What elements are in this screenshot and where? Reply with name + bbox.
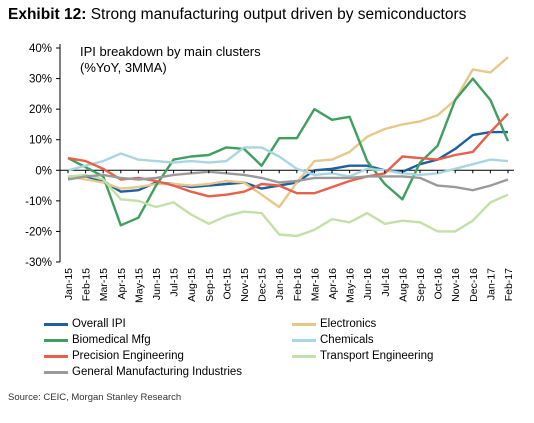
chart-title: IPI breakdown by main clusters	[80, 44, 261, 59]
x-tick-label: Nov-16	[450, 268, 462, 302]
x-tick-label: Jan-17	[485, 268, 497, 300]
x-tick-label: Jan-15	[63, 268, 75, 300]
line-chart: IPI breakdown by main clusters (%YoY, 3M…	[25, 43, 515, 303]
series-line-electronics	[67, 56, 509, 209]
legend-item: Overall IPI	[44, 318, 126, 330]
x-tick-label: Aug-16	[397, 268, 409, 302]
source-note: Source: CEIC, Morgan Stanley Research	[8, 392, 182, 403]
series-line-chemicals	[67, 146, 509, 178]
x-tick-label: Oct-15	[221, 268, 233, 300]
x-tick-label: Nov-15	[239, 268, 251, 302]
legend-swatch	[292, 354, 316, 358]
y-tick-label: 10%	[29, 135, 52, 147]
x-tick-label: Feb-16	[292, 268, 304, 301]
legend-item: Transport Engineering	[292, 350, 433, 362]
legend-label: Biomedical Mfg	[72, 334, 151, 346]
x-tick-label: Oct-16	[433, 268, 445, 300]
x-tick-label: Apr-16	[327, 268, 339, 300]
legend-item: Precision Engineering	[44, 350, 184, 362]
legend-swatch	[44, 370, 68, 374]
legend-item: Chemicals	[292, 334, 374, 346]
x-tick-label: May-15	[133, 268, 145, 303]
x-tick-label: Mar-15	[98, 268, 110, 301]
legend-label: Transport Engineering	[320, 350, 434, 362]
axes	[59, 44, 514, 262]
x-tick-label: Mar-16	[309, 268, 321, 301]
x-tick-label: Apr-15	[116, 268, 128, 300]
x-axis-ticks: Jan-15 Feb-15 Mar-15 Apr-15 May-15 Jun-15 Jul-…	[63, 170, 515, 303]
y-tick-label: 40%	[29, 43, 52, 55]
x-tick-label: Sep-15	[204, 268, 216, 302]
x-tick-label: Dec-15	[257, 268, 269, 302]
legend-label: Precision Engineering	[72, 350, 184, 362]
legend-swatch	[44, 354, 68, 358]
legend-item: General Manufacturing Industries	[44, 366, 242, 378]
y-tick-label: 0%	[35, 165, 52, 177]
x-tick-label: Jul-16	[380, 268, 392, 297]
x-tick-label: Jun-15	[151, 268, 163, 300]
y-tick-label: -30%	[25, 257, 52, 269]
legend-swatch	[44, 338, 68, 342]
x-tick-label: Feb-17	[503, 268, 515, 301]
x-tick-label: Dec-16	[468, 268, 480, 302]
series-line-transport-engineering	[67, 173, 509, 238]
y-tick-label: -20%	[25, 226, 52, 238]
legend-label: General Manufacturing Industries	[72, 366, 243, 378]
x-tick-label: Jan-16	[274, 268, 286, 300]
series-line-general-manufacturing-industries	[67, 170, 509, 192]
legend-item: Electronics	[292, 318, 376, 330]
y-tick-label: 20%	[29, 104, 52, 116]
legend-swatch	[292, 322, 316, 326]
x-tick-label: Jul-15	[169, 268, 181, 297]
chart-subtitle: (%YoY, 3MMA)	[80, 60, 167, 75]
y-tick-label: -10%	[25, 196, 52, 208]
legend-swatch	[292, 338, 316, 342]
y-tick-label: 30%	[29, 74, 52, 86]
legend-label: Electronics	[320, 318, 377, 330]
x-tick-label: May-16	[345, 268, 357, 303]
x-tick-label: Aug-15	[186, 268, 198, 302]
exhibit-label: Exhibit 12:	[8, 6, 87, 23]
y-axis-ticks: -30% -20% -10% 0% 10% 20% 30% 40%	[25, 43, 60, 269]
series-lines	[67, 56, 510, 238]
series-line-biomedical-mfg	[67, 77, 510, 227]
exhibit-title: Exhibit 12: Strong manufacturing output …	[8, 6, 466, 24]
x-tick-label: Sep-16	[415, 268, 427, 302]
legend-label: Overall IPI	[72, 318, 126, 330]
legend-swatch	[44, 322, 68, 326]
legend-item: Biomedical Mfg	[44, 334, 151, 346]
legend-label: Chemicals	[320, 334, 374, 346]
x-tick-label: Jun-16	[362, 268, 374, 300]
exhibit-heading: Strong manufacturing output driven by se…	[90, 6, 467, 23]
x-tick-label: Feb-15	[81, 268, 93, 301]
